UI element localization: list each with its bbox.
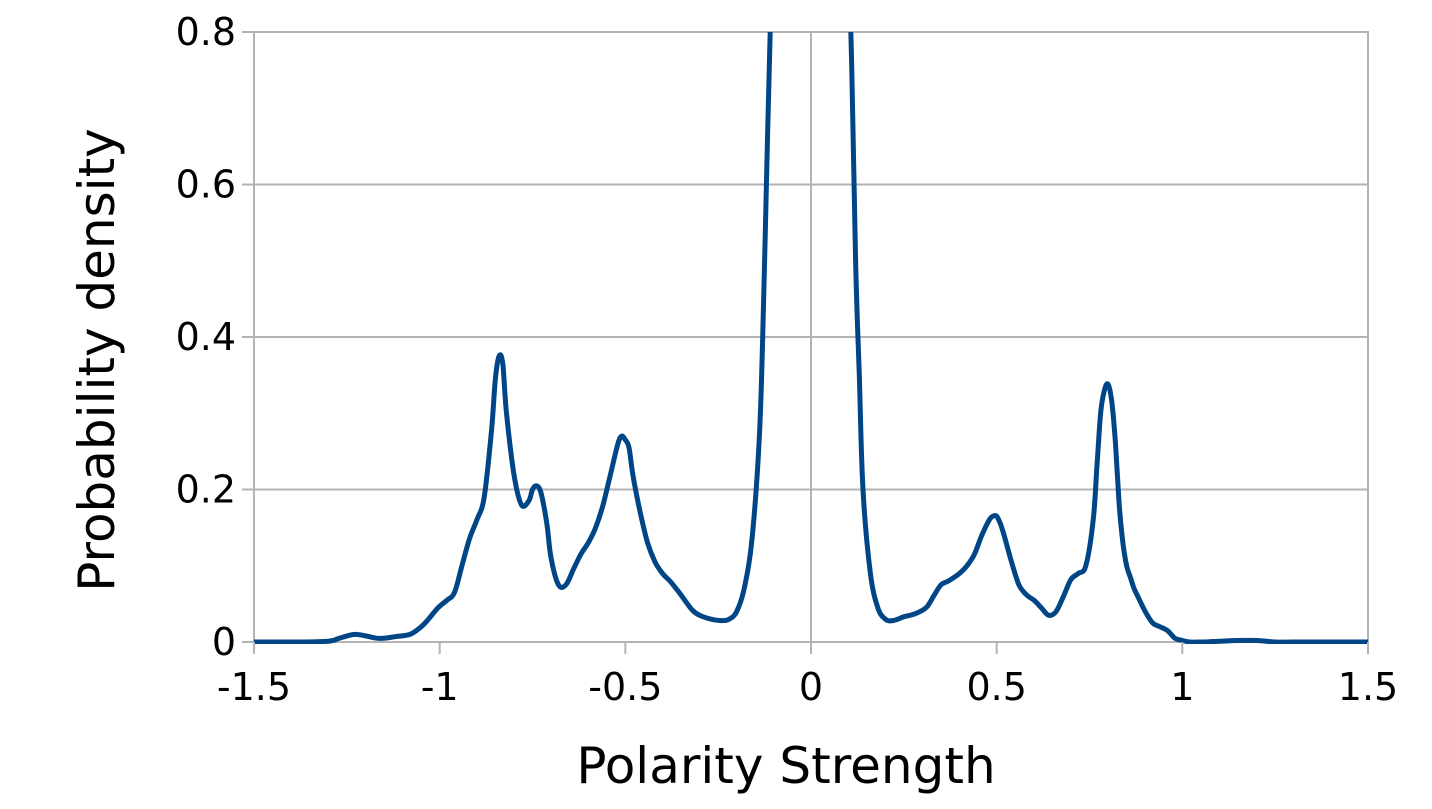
y-tick-label: 0 (212, 620, 236, 664)
x-tick-label: -1 (421, 665, 459, 709)
x-tick-label: -1.5 (217, 665, 291, 709)
x-tick-label: 0 (799, 665, 823, 709)
x-tick-label: 1 (1170, 665, 1194, 709)
x-tick-label: 1.5 (1338, 665, 1398, 709)
x-axis-title: Polarity Strength (576, 737, 995, 795)
y-axis-ticks: 0 0.2 0.4 0.6 0.8 (176, 10, 254, 664)
density-series-line (254, 32, 1368, 644)
x-axis-ticks: -1.5 -1 -0.5 0 0.5 1 1.5 (217, 642, 1398, 709)
x-tick-label: -0.5 (588, 665, 662, 709)
x-tick-label: 0.5 (966, 665, 1026, 709)
y-axis-title: Probability density (68, 128, 126, 592)
series-layer (254, 32, 1368, 644)
y-tick-label: 0.4 (176, 315, 236, 359)
y-tick-label: 0.6 (176, 163, 236, 207)
y-tick-label: 0.8 (176, 10, 236, 54)
grid-lines (254, 31, 1368, 643)
y-tick-label: 0.2 (176, 468, 236, 512)
